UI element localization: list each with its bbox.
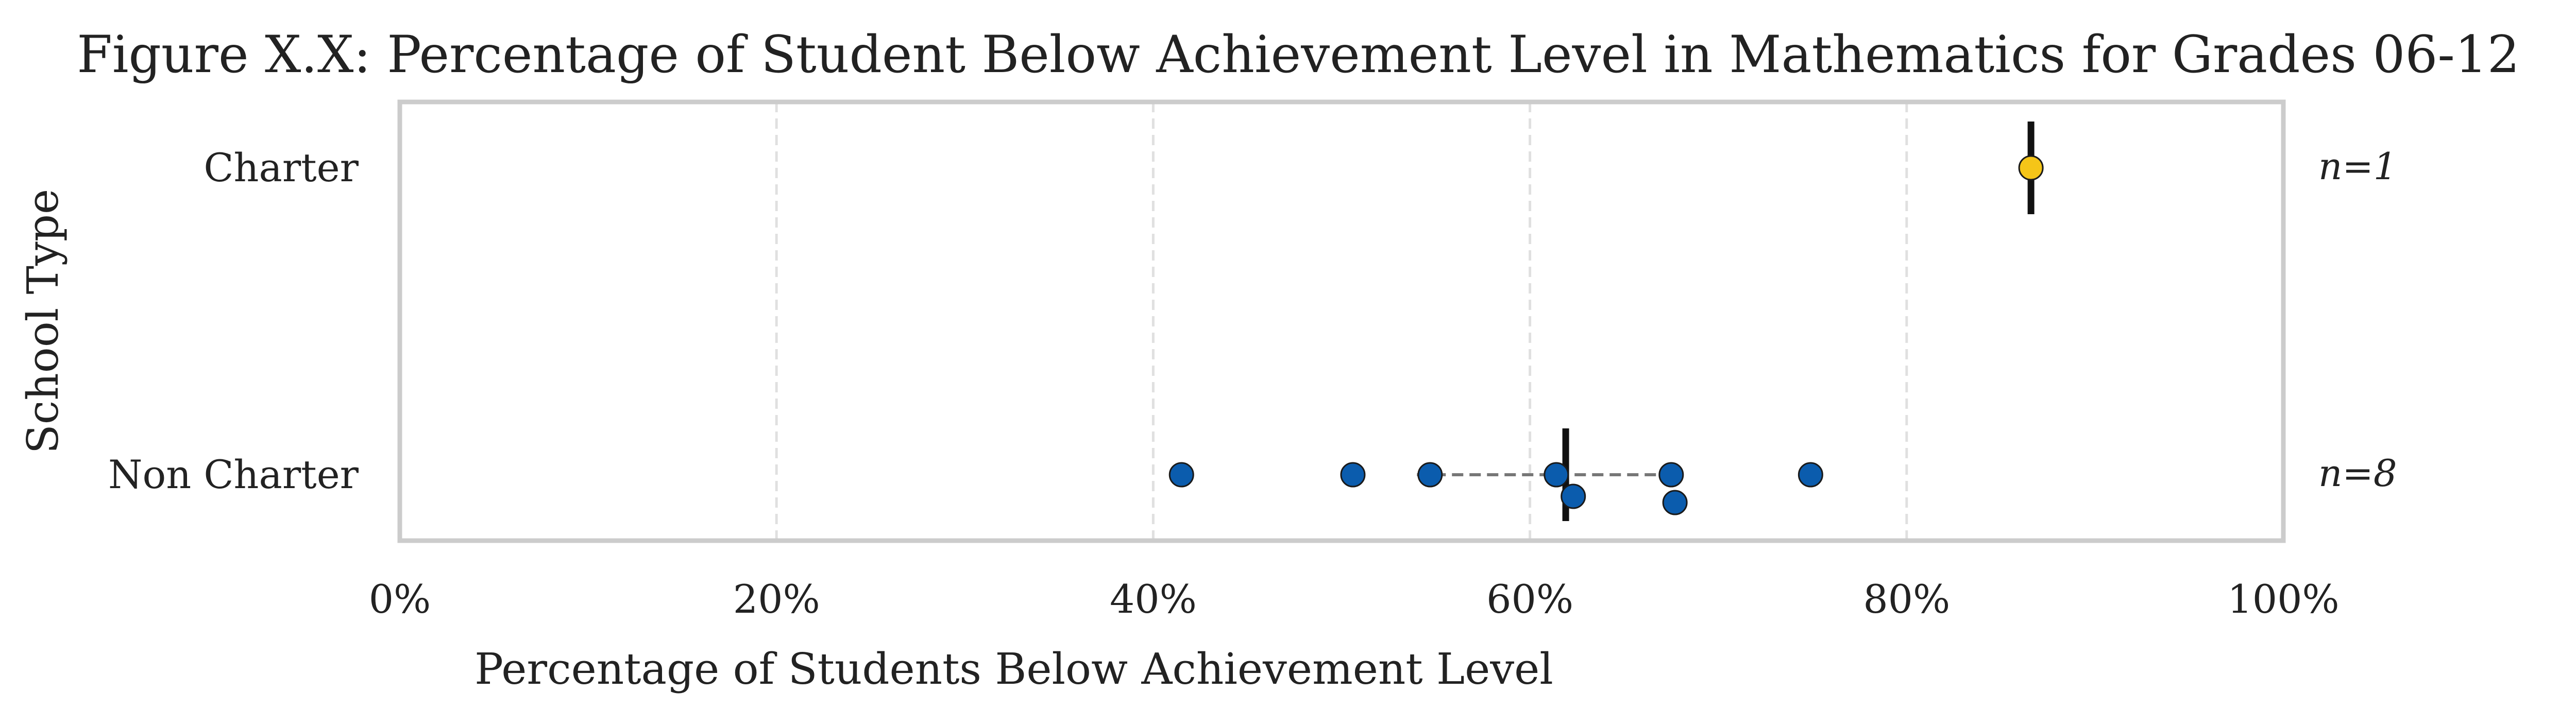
data-point [1168, 462, 1194, 488]
data-point [1662, 490, 1688, 515]
chart-title: Figure X.X: Percentage of Student Below … [77, 25, 2520, 84]
data-point [1544, 462, 1569, 488]
x-tick-labels: 0% 20% 40% 60% 80% 100% [369, 576, 2340, 622]
x-axis-label: Percentage of Students Below Achievement… [474, 644, 1553, 694]
data-point [2018, 155, 2044, 181]
y-tick-labels: Charter Non Charter [108, 145, 359, 497]
x-tick-label: 20% [733, 576, 820, 622]
n-labels: n=1 n=8 [2318, 145, 2397, 495]
data-point [1658, 462, 1684, 488]
x-tick-label: 100% [2227, 576, 2339, 622]
plot-frame [397, 99, 2286, 543]
x-tick-label: 40% [1110, 576, 1197, 622]
data-point [1561, 483, 1586, 509]
data-point [1798, 462, 1823, 488]
y-tick-label: Non Charter [108, 452, 359, 497]
grid-lines [775, 102, 1908, 541]
x-tick-label: 80% [1863, 576, 1950, 622]
y-tick-label: Charter [204, 145, 359, 191]
n-label: n=8 [2318, 452, 2397, 495]
x-tick-label: 60% [1486, 576, 1573, 622]
n-label: n=1 [2318, 145, 2397, 188]
data-marks [1168, 122, 2044, 521]
data-point [1417, 462, 1443, 488]
y-axis-label: School Type [18, 189, 68, 454]
data-point [1340, 462, 1366, 488]
x-tick-label: 0% [369, 576, 431, 622]
